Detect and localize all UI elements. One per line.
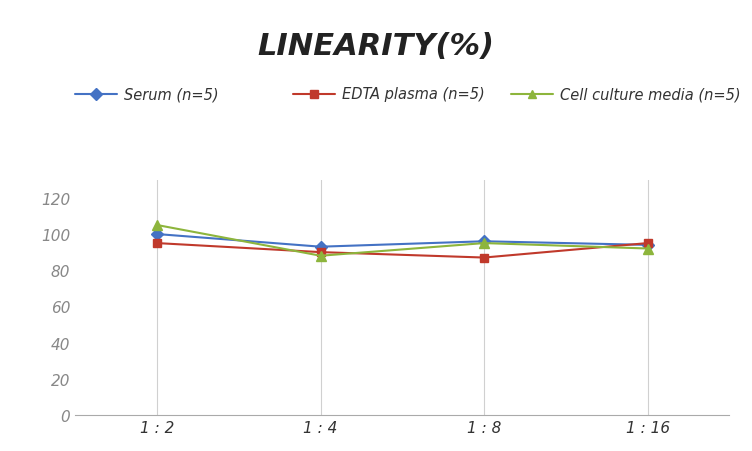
Text: EDTA plasma (n=5): EDTA plasma (n=5): [342, 87, 485, 102]
Line: Serum (n=5): Serum (n=5): [153, 230, 652, 251]
Text: LINEARITY(%): LINEARITY(%): [257, 32, 495, 60]
Serum (n=5): [643, 243, 652, 248]
Cell culture media (n=5): [480, 241, 489, 246]
Serum (n=5): [316, 244, 325, 250]
Text: Cell culture media (n=5): Cell culture media (n=5): [560, 87, 741, 102]
EDTA plasma (n=5): [316, 250, 325, 255]
Serum (n=5): [480, 239, 489, 244]
EDTA plasma (n=5): [153, 241, 162, 246]
EDTA plasma (n=5): [643, 241, 652, 246]
Cell culture media (n=5): [316, 253, 325, 259]
EDTA plasma (n=5): [480, 255, 489, 261]
Line: EDTA plasma (n=5): EDTA plasma (n=5): [153, 239, 652, 262]
Cell culture media (n=5): [643, 246, 652, 252]
Text: Serum (n=5): Serum (n=5): [124, 87, 219, 102]
Serum (n=5): [153, 232, 162, 237]
Line: Cell culture media (n=5): Cell culture media (n=5): [152, 221, 653, 261]
Cell culture media (n=5): [153, 223, 162, 228]
